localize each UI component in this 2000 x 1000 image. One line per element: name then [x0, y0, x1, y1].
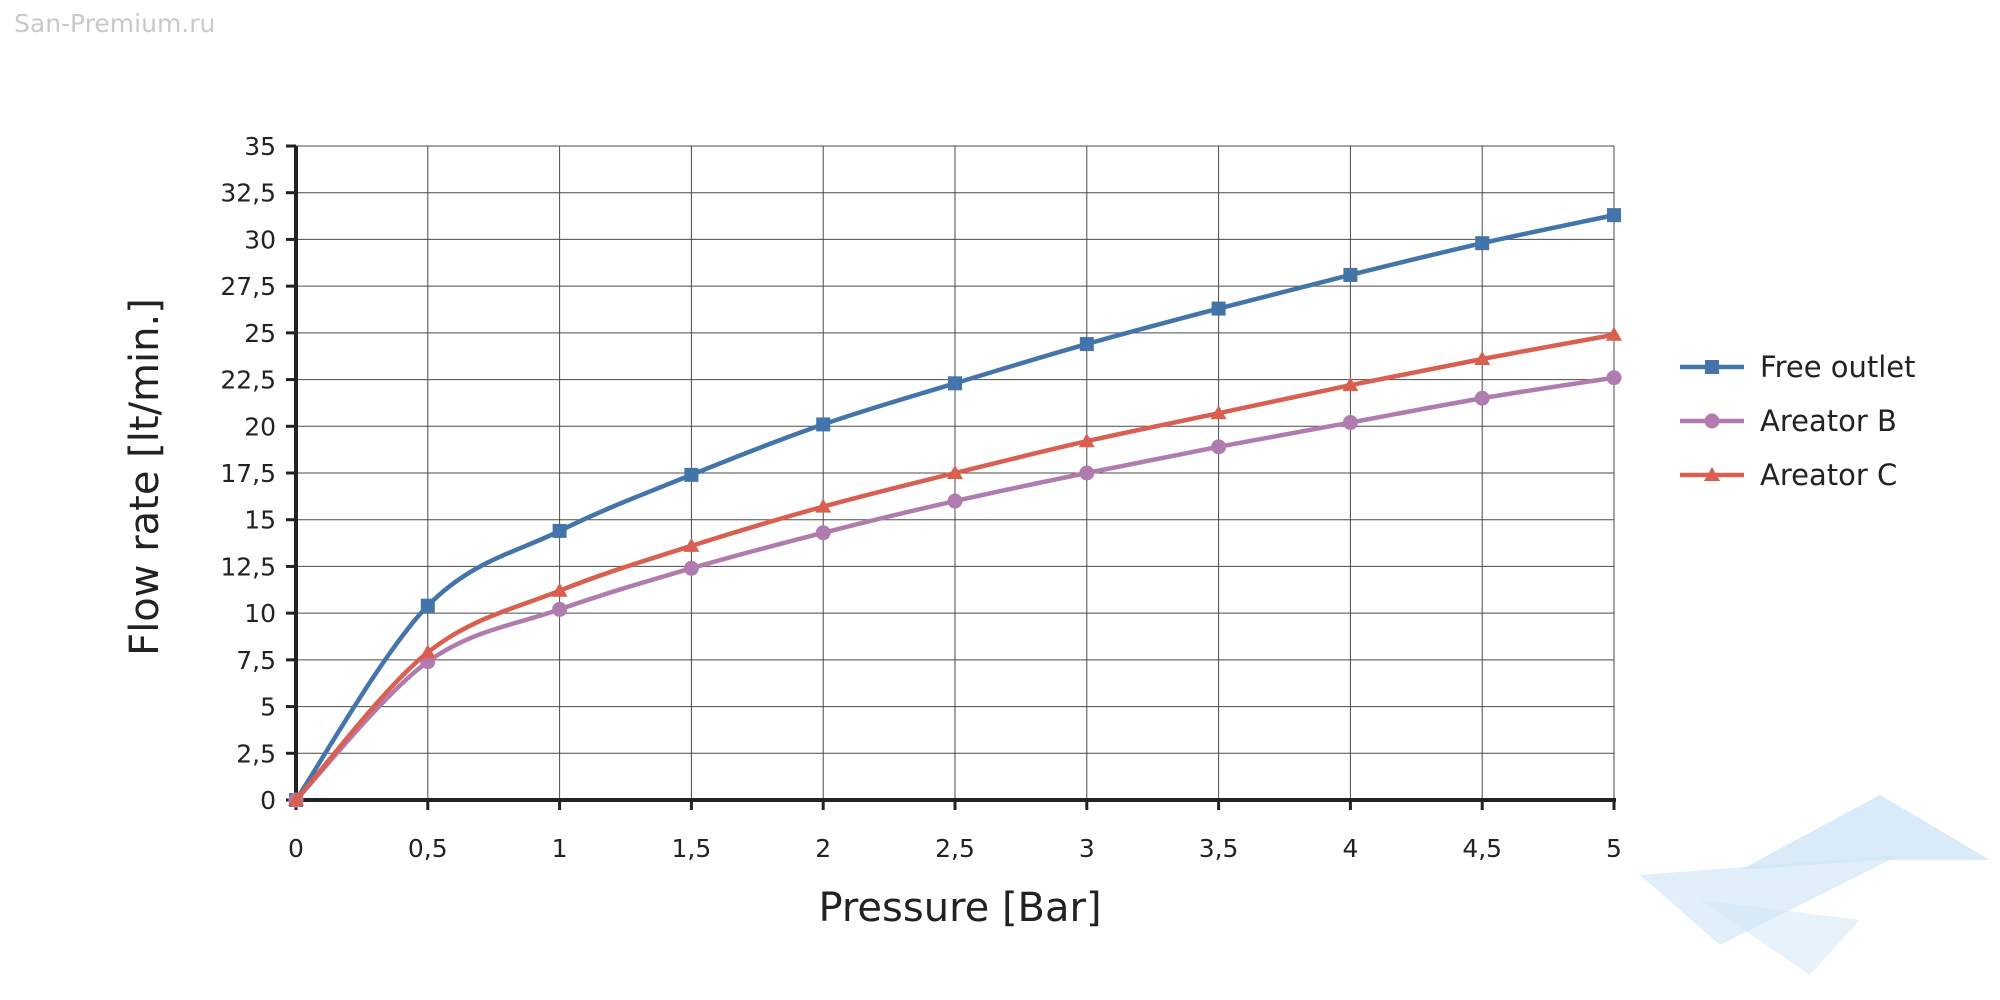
data-point	[1475, 236, 1490, 251]
series-circle-group	[288, 370, 1622, 808]
y-axis-title: Flow rate [lt/min.]	[122, 298, 168, 656]
y-tick-label: 20	[244, 412, 276, 441]
data-point	[1607, 208, 1621, 223]
y-tick-label: 12,5	[220, 552, 276, 581]
data-point	[420, 598, 435, 613]
x-tick-label: 2	[815, 834, 831, 863]
x-tick-label: 0,5	[408, 834, 448, 863]
x-tick-label: 3,5	[1199, 834, 1239, 863]
data-point	[1474, 390, 1490, 406]
legend-label: Areator B	[1760, 404, 1897, 438]
paper-plane-logo-icon	[1640, 795, 1990, 975]
data-point	[419, 644, 436, 659]
legend-marker	[1704, 413, 1720, 429]
x-tick-label: 4	[1342, 834, 1358, 863]
x-tick-label: 1,5	[672, 834, 712, 863]
series-line	[294, 212, 1615, 802]
y-axis-ticks: 0 2,5 5 7,5 10 12,5 15 17,5 20 22,5 25 27,5 30 32,5 35	[220, 132, 296, 815]
legend-marker	[1705, 360, 1719, 374]
data-point	[1211, 439, 1227, 455]
y-tick-label: 32,5	[220, 179, 276, 208]
data-point	[1474, 351, 1491, 366]
data-point	[1606, 370, 1622, 386]
legend-marker	[1704, 467, 1720, 481]
data-point	[552, 523, 567, 538]
data-point	[1342, 415, 1358, 431]
y-tick-label: 30	[244, 225, 276, 254]
y-tick-label: 27,5	[220, 272, 276, 301]
data-point	[684, 467, 699, 482]
data-point	[1079, 465, 1095, 481]
y-tick-label: 35	[244, 132, 276, 161]
x-axis-ticks: 0 0,5 1 1,5 2 2,5 3 3,5 4 4,5 5	[288, 800, 1622, 863]
data-point	[1211, 301, 1226, 316]
series-line	[294, 332, 1615, 802]
data-point	[1210, 405, 1227, 420]
y-tick-label: 25	[244, 319, 276, 348]
y-tick-label: 10	[244, 599, 276, 628]
data-point	[288, 792, 304, 806]
data-point	[947, 465, 963, 479]
x-tick-label: 4,5	[1462, 834, 1502, 863]
data-point	[1343, 267, 1358, 282]
x-tick-label: 0	[288, 834, 304, 863]
data-point	[1079, 337, 1094, 352]
y-tick-label: 17,5	[220, 459, 276, 488]
y-tick-label: 2,5	[236, 739, 276, 768]
data-point	[1342, 377, 1359, 392]
data-point	[815, 498, 832, 513]
watermark-text: San-Premium.ru	[14, 9, 216, 38]
legend-label: Areator C	[1760, 458, 1897, 492]
x-tick-label: 3	[1079, 834, 1095, 863]
x-tick-label: 5	[1606, 834, 1622, 863]
logo-wing-bottom	[1640, 855, 1900, 945]
y-tick-label: 15	[244, 506, 276, 535]
data-point	[1078, 433, 1095, 448]
data-point	[1606, 326, 1622, 341]
data-point	[815, 525, 831, 541]
chart-series	[288, 208, 1622, 808]
series-triangle-group	[288, 326, 1622, 806]
chart-grid	[296, 145, 1615, 800]
logo-tail	[1700, 900, 1860, 975]
data-point	[552, 601, 568, 617]
data-point	[947, 493, 963, 509]
x-axis-title: Pressure [Bar]	[818, 885, 1101, 931]
chart-legend: Free outlet Areator B Areator C	[1680, 350, 1916, 492]
legend-label: Free outlet	[1760, 350, 1916, 384]
x-tick-label: 1	[552, 834, 568, 863]
data-point	[948, 376, 962, 391]
y-tick-label: 0	[260, 786, 276, 815]
y-tick-label: 22,5	[220, 366, 276, 395]
data-point	[683, 537, 700, 552]
x-tick-label: 2,5	[935, 834, 975, 863]
y-tick-label: 5	[260, 693, 276, 722]
logo-wing-top	[1740, 795, 1990, 870]
data-point	[683, 560, 699, 576]
y-tick-label: 7,5	[236, 646, 276, 675]
data-point	[816, 417, 831, 432]
data-point	[551, 582, 568, 597]
